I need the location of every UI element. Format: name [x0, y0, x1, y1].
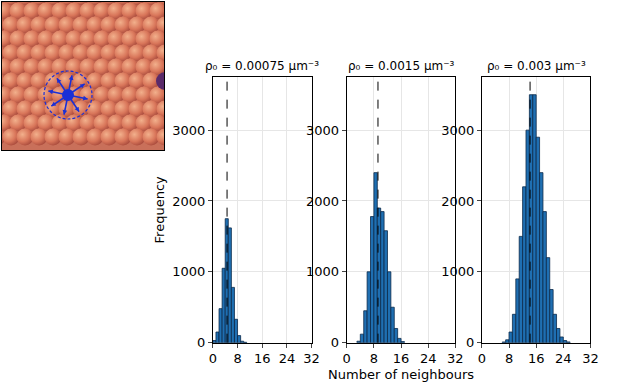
svg-text:32: 32 — [582, 351, 599, 366]
svg-text:24: 24 — [279, 351, 296, 366]
svg-text:1000: 1000 — [306, 264, 339, 279]
svg-text:2000: 2000 — [172, 194, 205, 209]
svg-text:32: 32 — [303, 351, 320, 366]
svg-text:Frequency: Frequency — [152, 176, 167, 243]
svg-text:8: 8 — [233, 351, 241, 366]
svg-text:24: 24 — [420, 351, 437, 366]
svg-text:0: 0 — [466, 335, 474, 350]
svg-text:1000: 1000 — [172, 264, 205, 279]
svg-text:8: 8 — [370, 351, 378, 366]
svg-text:8: 8 — [505, 351, 513, 366]
svg-text:ρ₀ = 0.0015 μm⁻³: ρ₀ = 0.0015 μm⁻³ — [348, 59, 455, 73]
svg-text:2000: 2000 — [441, 194, 474, 209]
svg-text:16: 16 — [393, 351, 410, 366]
svg-text:3000: 3000 — [172, 123, 205, 138]
svg-text:ρ₀ = 0.003 μm⁻³: ρ₀ = 0.003 μm⁻³ — [487, 59, 586, 73]
svg-text:24: 24 — [555, 351, 572, 366]
svg-text:1000: 1000 — [441, 264, 474, 279]
svg-text:16: 16 — [254, 351, 271, 366]
svg-text:0: 0 — [209, 351, 217, 366]
svg-text:32: 32 — [447, 351, 464, 366]
svg-text:2000: 2000 — [306, 194, 339, 209]
svg-text:16: 16 — [528, 351, 545, 366]
svg-text:0: 0 — [478, 351, 486, 366]
svg-text:ρ₀ = 0.00075 μm⁻³: ρ₀ = 0.00075 μm⁻³ — [205, 59, 319, 73]
svg-text:3000: 3000 — [441, 123, 474, 138]
svg-text:0: 0 — [343, 351, 351, 366]
svg-text:3000: 3000 — [306, 123, 339, 138]
svg-text:0: 0 — [331, 335, 339, 350]
svg-text:Number of neighbours: Number of neighbours — [328, 367, 474, 382]
svg-text:0: 0 — [197, 335, 205, 350]
